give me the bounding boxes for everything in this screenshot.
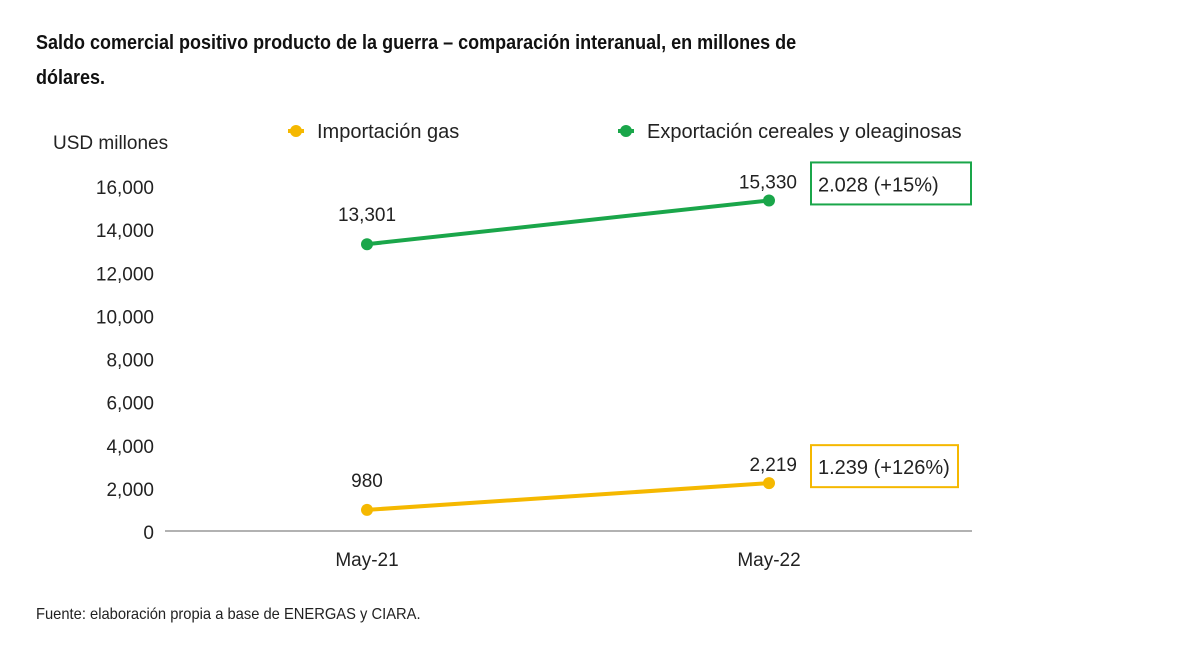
data-label: 13,301 [338, 205, 396, 226]
y-tick-label: 8,000 [106, 351, 154, 372]
y-tick-label: 2,000 [106, 480, 154, 501]
data-point [763, 194, 775, 207]
y-tick-label: 4,000 [106, 437, 154, 458]
x-tick-label: May-22 [737, 550, 800, 571]
data-point [361, 238, 373, 251]
legend-label: Importación gas [317, 121, 459, 143]
y-tick-label: 12,000 [96, 264, 154, 285]
annotation-box [810, 161, 972, 206]
chart-title: Saldo comercial positivo producto de la … [36, 32, 797, 89]
legend-marker [620, 125, 632, 137]
legend-marker [290, 125, 302, 137]
source-note: Fuente: elaboración propia a base de ENE… [36, 606, 421, 623]
y-tick-label: 6,000 [106, 394, 154, 415]
data-label: 2,219 [749, 455, 797, 476]
annotation-label: 1.239 (+126%) [818, 457, 950, 479]
data-label: 15,330 [739, 172, 797, 193]
x-tick-label: May-21 [335, 550, 398, 571]
y-axis-label: USD millones [53, 133, 168, 154]
legend-label: Exportación cereales y oleaginosas [647, 121, 962, 143]
series-line [366, 198, 770, 247]
annotation-label: 2.028 (+15%) [818, 174, 939, 196]
y-tick-label: 14,000 [96, 221, 154, 242]
annotation-box [810, 444, 959, 489]
data-point [763, 477, 775, 490]
series-line [366, 481, 770, 512]
y-tick-label: 0 [143, 523, 154, 544]
data-label: 980 [351, 471, 383, 492]
y-tick-label: 16,000 [96, 178, 154, 199]
y-tick-label: 10,000 [96, 307, 154, 328]
data-point [361, 503, 373, 516]
